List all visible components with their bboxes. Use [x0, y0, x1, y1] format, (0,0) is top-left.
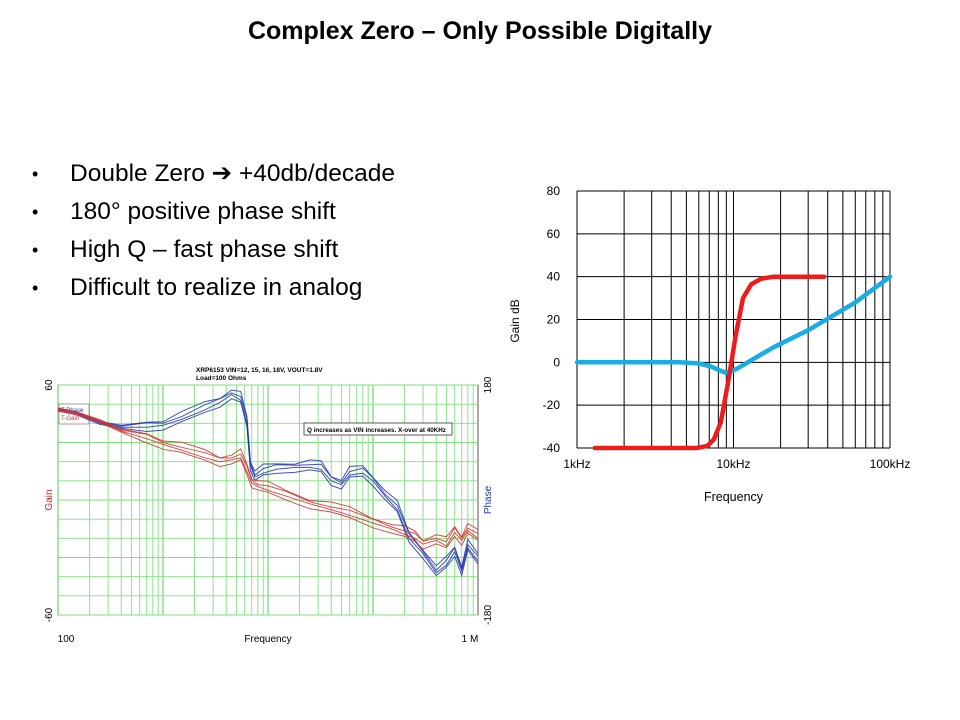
- y-tick-label: 80: [547, 184, 561, 198]
- y-tick-label: 0: [553, 355, 560, 369]
- y-tick-label: -20: [543, 398, 561, 412]
- bullet-marker: •: [32, 240, 39, 260]
- phase-trace: [57, 394, 479, 574]
- measured-loop-chart: XRP6153 VIN=12, 15, 16, 18V, VOUT=1.8VLo…: [44, 367, 494, 645]
- right-tick-label: -180: [483, 605, 494, 625]
- y-tick-label: 20: [547, 313, 561, 327]
- right-axis-label: Phase: [483, 485, 494, 514]
- gain-chart: -40 -20 0 20 40 60 80 1kHz 10kHz 100kHz Frequency G…: [508, 184, 911, 504]
- bullet-item: • Double Zero ➔ +40db/decade: [32, 155, 395, 193]
- left-axis-label: Gain: [44, 489, 55, 510]
- bullet-marker: •: [32, 202, 39, 222]
- left-tick-label: -60: [44, 607, 55, 622]
- bullet-marker: •: [32, 278, 39, 298]
- phase-trace: [57, 389, 479, 569]
- y-tick-label: 40: [547, 270, 561, 284]
- bullet-item: • High Q – fast phase shift: [32, 231, 395, 269]
- y-axis-label: Gain dB: [508, 299, 522, 342]
- y-tick-label: 60: [547, 227, 561, 241]
- plot-header-text: Load=100 Ohms: [196, 375, 247, 382]
- bullet-text: 180° positive phase shift: [70, 198, 336, 225]
- x-tick-label: 1 M: [462, 634, 479, 645]
- slide-title: Complex Zero – Only Possible Digitally: [247, 17, 712, 45]
- x-axis-label: Frequency: [244, 634, 291, 645]
- bullet-marker: •: [32, 164, 39, 184]
- series-line-red: [592, 274, 827, 451]
- phase-trace: [57, 398, 479, 578]
- x-tick-label: 100: [58, 634, 75, 645]
- x-tick-label: 10kHz: [716, 457, 750, 471]
- phase-trace: [57, 392, 479, 572]
- x-tick-label: 1kHz: [563, 457, 590, 471]
- bullet-item: • Difficult to realize in analog: [32, 269, 395, 307]
- annotation-text: Q increases as VIN increases. X-over at …: [307, 427, 446, 434]
- left-tick-label: 60: [44, 379, 55, 391]
- y-tick-label: -40: [543, 441, 561, 455]
- bullet-list: • Double Zero ➔ +40db/decade • 180° positi…: [32, 155, 395, 307]
- annotation-box: [303, 422, 453, 436]
- gain-trace: [57, 409, 479, 547]
- bullet-text: High Q – fast phase shift: [70, 236, 339, 263]
- right-tick-label: 180: [483, 376, 494, 393]
- gain-trace: [57, 407, 479, 542]
- gain-trace: [57, 408, 479, 543]
- bullet-text: Double Zero ➔ +40db/decade: [70, 160, 395, 187]
- x-tick-label: 100kHz: [870, 457, 911, 471]
- gain-trace: [57, 410, 479, 550]
- x-axis-label: Frequency: [704, 490, 764, 504]
- bullet-text: Difficult to realize in analog: [70, 274, 363, 301]
- bullet-item: • 180° positive phase shift: [32, 193, 395, 231]
- legend-entry: T-Gain: [61, 416, 79, 422]
- plot-header-text: XRP6153 VIN=12, 15, 16, 18V, VOUT=1.8V: [196, 367, 323, 374]
